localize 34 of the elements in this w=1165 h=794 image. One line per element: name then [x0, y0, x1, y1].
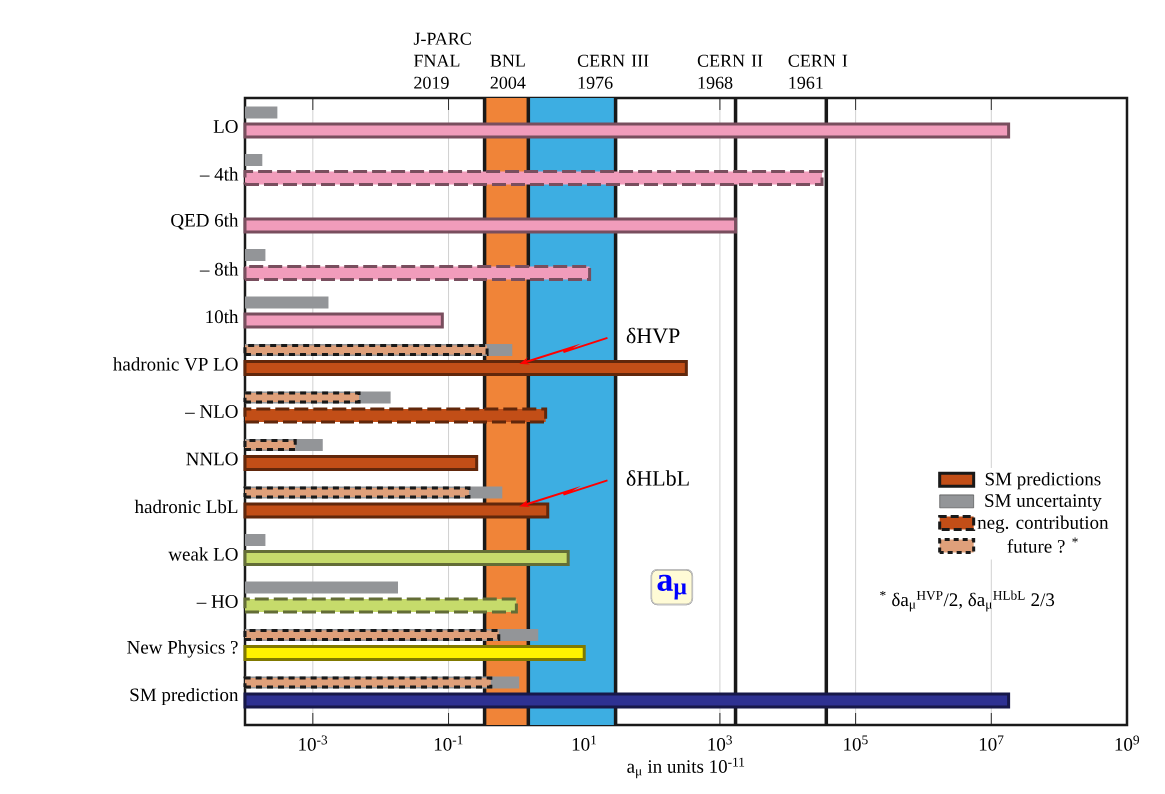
legend-label: SM uncertainty: [985, 494, 1102, 511]
annotation: δHLbL: [626, 470, 689, 486]
y-tick-label: 10th: [206, 309, 239, 324]
y-tick-label: weak LO: [168, 547, 238, 561]
x-tick-label: 10$^{-3}$: [299, 735, 328, 751]
legend-label: neg. contribution: [977, 515, 1109, 533]
y-tick-label: LO: [213, 120, 238, 133]
y-tick-label: New Physics ?: [127, 640, 238, 658]
x-tick-label: 10$^{7}$: [979, 735, 1004, 751]
x-tick-label: 10$^{3}$: [708, 735, 732, 751]
legend-label: SM predictions: [985, 472, 1101, 490]
y-tick-label: – 8th: [199, 262, 239, 276]
y-tick-label: – 4th: [199, 167, 239, 181]
y-tick-label: – HO: [196, 595, 238, 608]
y-tick-label: – NLO: [185, 405, 238, 418]
x-tick-label: 10$^{-1}$: [434, 735, 463, 751]
y-tick-label: hadronic VP LO: [113, 357, 238, 371]
annotation: δHVP: [626, 327, 680, 344]
y-tick-label: NNLO: [186, 452, 238, 466]
x-tick-label: 10$^{1}$: [572, 735, 596, 751]
y-tick-label: SM prediction: [130, 687, 239, 706]
annotation: $^{*}$ δa$_{μ}$$^{HVP}$/2, δa$_{μ}$$^{HLbL}$ 2/3: [880, 590, 1055, 612]
x-tick-label: 10$^{9}$: [1115, 735, 1140, 751]
y-tick-label: QED 6th: [171, 213, 239, 230]
ref-line-label: CERN II 1968: [697, 54, 763, 89]
legend-label: future ? $^{*}$: [1007, 537, 1078, 553]
ref-line-label: J-PARC FNAL 2019: [413, 32, 471, 89]
ref-line-label: CERN III 1976: [577, 54, 649, 89]
y-tick-label: hadronic LbL: [134, 499, 238, 514]
ref-line-label: BNL 2004: [490, 54, 526, 89]
x-axis-title: a$_{μ}$ in units 10$^{-11}$: [627, 757, 745, 779]
ref-line-label: CERN I 1961: [788, 54, 848, 89]
annotation: a$_{μ}$: [657, 574, 687, 600]
x-tick-label: 10$^{5}$: [844, 735, 868, 751]
